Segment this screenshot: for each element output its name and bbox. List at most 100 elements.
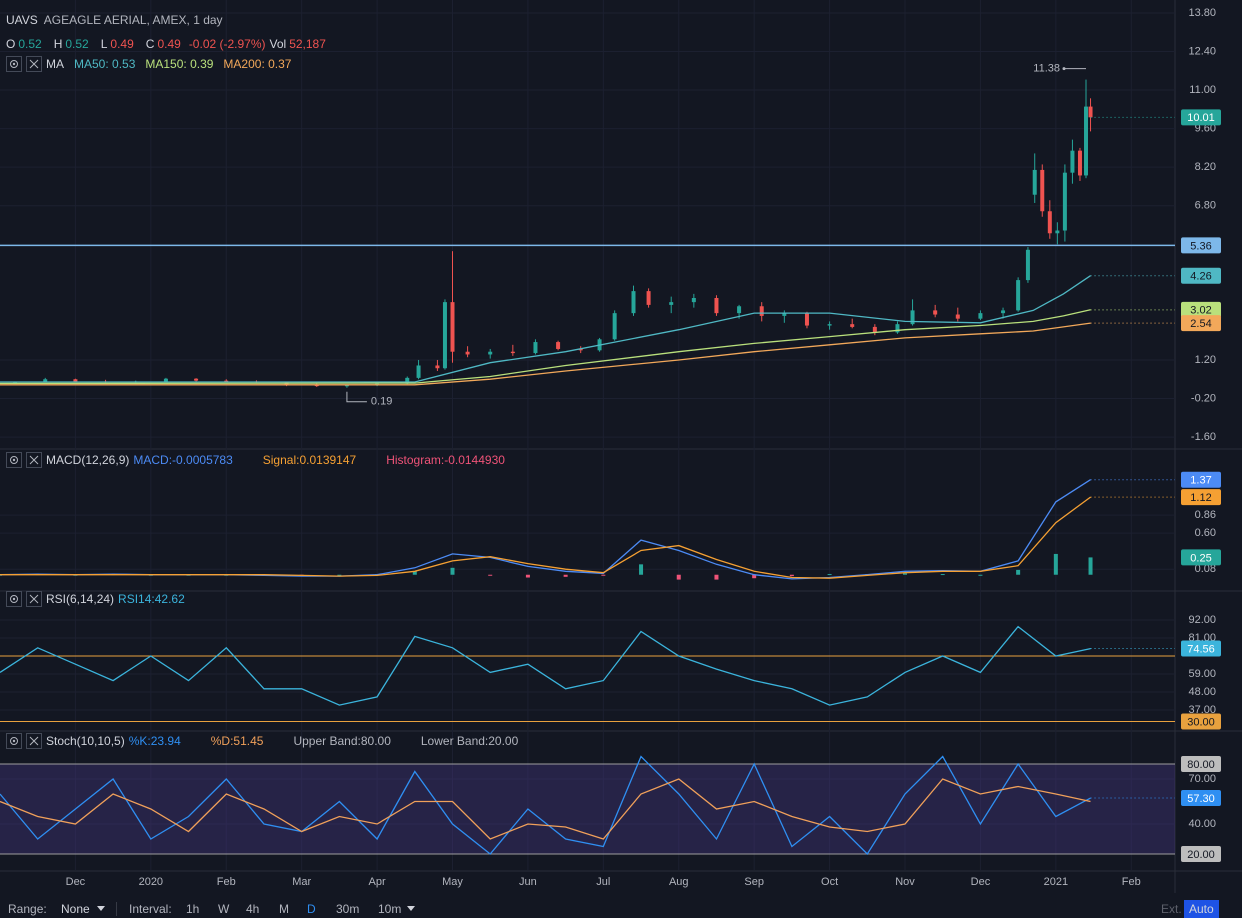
candle-body	[224, 380, 229, 382]
interval-button[interactable]: 30m	[336, 902, 360, 916]
candle-body	[1016, 280, 1021, 311]
x-tick-label: Apr	[369, 876, 386, 888]
candle-body	[465, 351, 470, 355]
value-box	[1181, 315, 1221, 332]
x-tick-label: 2020	[139, 876, 163, 888]
candle-body	[442, 302, 447, 369]
x-tick-label: Jun	[519, 876, 537, 888]
value-box-label: 0.25	[1190, 552, 1211, 564]
interval-button[interactable]: W	[218, 902, 230, 916]
ohlc-value: 0.52	[18, 37, 42, 51]
settings-icon[interactable]	[6, 733, 22, 749]
candle-body	[510, 351, 515, 354]
candle-body	[1040, 169, 1045, 212]
value-box	[1181, 549, 1221, 566]
interval-button[interactable]: 10m	[378, 902, 402, 916]
value-box	[1181, 713, 1221, 730]
x-tick-label: 2021	[1044, 876, 1068, 888]
value-box	[1181, 845, 1221, 862]
value-box-label: 80.00	[1187, 759, 1215, 771]
x-tick-label: Nov	[895, 876, 915, 888]
value-box-label: 30.00	[1187, 716, 1215, 728]
range-select[interactable]: None	[61, 902, 90, 916]
y-tick-label: 40.00	[1188, 818, 1216, 830]
candle-body	[782, 313, 787, 316]
value-box-label: 57.30	[1187, 793, 1215, 805]
x-tick-label: Feb	[1122, 876, 1141, 888]
candle-body	[450, 302, 455, 352]
settings-icon[interactable]	[6, 56, 22, 72]
legend-entry: MACD:-0.0005783	[133, 453, 233, 467]
candle-body	[405, 377, 410, 384]
legend-entry: %K:23.94	[128, 734, 181, 748]
low-marker	[346, 391, 367, 403]
value-box	[1181, 267, 1221, 284]
candle-body	[910, 310, 915, 325]
x-tick-label: Dec	[971, 876, 991, 888]
stoch-legend: Stoch(10,10,5) %K:23.94 %D:51.45 Upper B…	[6, 733, 524, 749]
close-icon[interactable]	[26, 452, 42, 468]
x-tick-label: Jul	[596, 876, 610, 888]
separator	[116, 902, 117, 916]
histogram-bar	[525, 574, 530, 578]
candle-body	[827, 324, 832, 326]
candle-body	[163, 378, 168, 382]
candle-body	[43, 379, 48, 383]
value-box	[1181, 109, 1221, 126]
toggle-button[interactable]: Auto	[1184, 900, 1219, 918]
description: AGEAGLE AERIAL, AMEX, 1 day	[43, 13, 223, 27]
candle-body	[578, 348, 583, 351]
indicator-title: MA	[46, 57, 64, 71]
close-icon[interactable]	[26, 733, 42, 749]
candle-body	[612, 313, 617, 340]
interval-button[interactable]: D	[307, 902, 316, 916]
y-tick-label: 8.20	[1195, 161, 1216, 173]
y-tick-label: 0.60	[1195, 527, 1216, 539]
interval-label: Interval:	[129, 902, 172, 916]
interval-button[interactable]: 4h	[246, 902, 260, 916]
candle-body	[759, 306, 764, 316]
toggle-button[interactable]: Ext.	[1161, 902, 1182, 916]
indicator-title: Stoch(10,10,5)	[46, 734, 125, 748]
settings-icon[interactable]	[6, 452, 22, 468]
legend-entry: MA150: 0.39	[145, 57, 214, 71]
interval-button[interactable]: 1h	[186, 902, 200, 916]
value-box-label: 3.02	[1190, 305, 1211, 317]
candle-body	[1070, 150, 1075, 173]
change: -0.02 (-2.97%)	[188, 37, 266, 51]
histogram-bar	[488, 574, 493, 576]
dropdown-caret	[407, 906, 415, 911]
legend-entry: %D:51.45	[210, 734, 264, 748]
x-tick-label: Sep	[744, 876, 764, 888]
x-tick-label: Dec	[66, 876, 86, 888]
close-icon[interactable]	[26, 56, 42, 72]
candle-body	[978, 313, 983, 319]
y-tick-label: 6.80	[1195, 200, 1216, 212]
close-icon[interactable]	[26, 591, 42, 607]
band-legend: Lower Band:20.00	[420, 734, 519, 748]
series-line	[0, 322, 1091, 386]
histogram-bar	[601, 574, 606, 576]
candle-body	[1062, 172, 1067, 231]
series-line	[0, 778, 1091, 840]
value-box	[1181, 790, 1221, 807]
y-tick-label: 12.40	[1188, 45, 1216, 57]
ohlc-label: H	[53, 37, 63, 51]
candle-body	[804, 313, 809, 326]
histogram-bar	[714, 574, 719, 580]
series-line	[0, 496, 1091, 579]
y-tick-label: 9.60	[1195, 123, 1216, 135]
value-box	[1181, 471, 1221, 488]
candle-body	[1084, 106, 1089, 176]
interval-button[interactable]: M	[279, 902, 289, 916]
y-tick-label: 59.00	[1188, 668, 1216, 680]
low-label: 0.19	[371, 396, 392, 408]
ohlc-label: C	[145, 37, 155, 51]
series-line	[0, 625, 1091, 706]
settings-icon[interactable]	[6, 591, 22, 607]
legend-entry: MA50: 0.53	[74, 57, 136, 71]
histogram-bar	[940, 574, 945, 576]
dropdown-caret	[97, 906, 105, 911]
y-tick-label: 13.80	[1188, 7, 1216, 19]
